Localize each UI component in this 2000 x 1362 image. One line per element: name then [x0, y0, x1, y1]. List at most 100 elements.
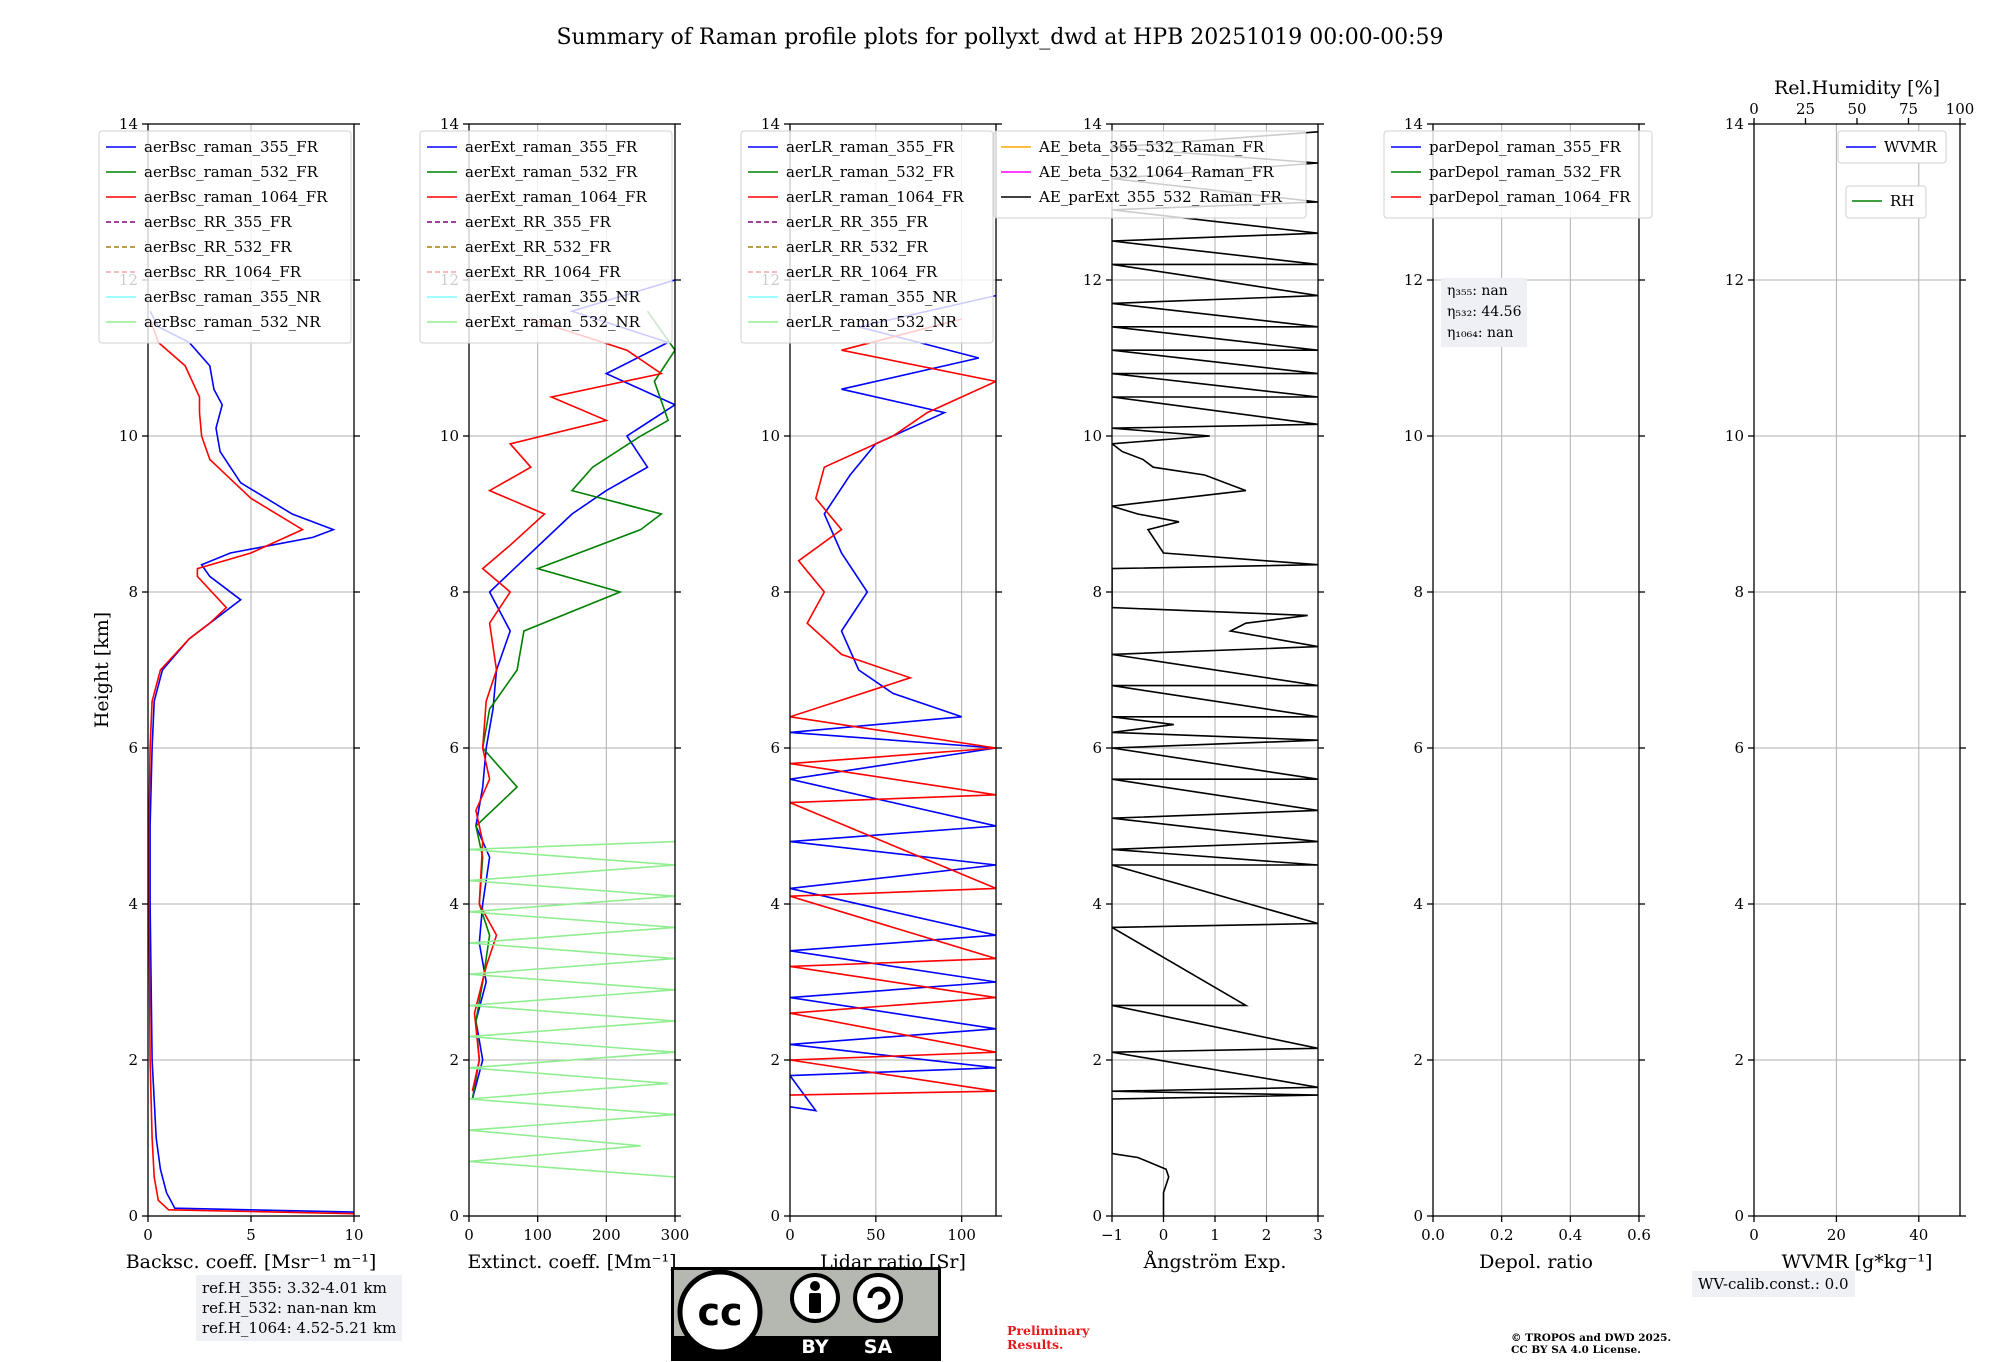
y-tick-label: 6	[128, 739, 138, 757]
legend-label: aerBsc_RR_1064_FR	[144, 263, 302, 281]
x-tick-label: 50	[866, 1226, 885, 1244]
y-tick-label: 10	[440, 427, 459, 445]
legend-rh: RH	[1845, 185, 1927, 219]
axes-frame	[1753, 123, 1961, 1217]
legend-label: aerLR_raman_1064_FR	[786, 188, 964, 206]
legend: AE_beta_355_532_Raman_FR AE_beta_532_1064…	[993, 130, 1307, 219]
series-line-aerBsc_raman_355_FR	[149, 310, 354, 1213]
y-tick-label: 4	[1413, 895, 1423, 913]
y-tick-label: 2	[1734, 1051, 1744, 1069]
legend-label: aerLR_raman_532_NR	[786, 313, 957, 331]
panel-ext: 024681012140100200300Extinct. coeff. [Mm…	[419, 115, 689, 1273]
y-tick-label: 2	[1413, 1051, 1423, 1069]
eta-box: η₃₅₅: nan η₅₃₂: 44.56 η₁₀₆₄: nan	[1441, 278, 1528, 347]
y-tick-label: 10	[761, 427, 780, 445]
y-tick-label: 0	[1734, 1207, 1744, 1225]
eta-line: η₃₅₅: nan	[1447, 283, 1508, 299]
y-tick-label: 2	[128, 1051, 138, 1069]
x-axis-label: Backsc. coeff. [Msr⁻¹ m⁻¹]	[126, 1251, 377, 1273]
series-line-aerExt_raman_532_NR	[469, 840, 675, 1178]
y-tick-label: 6	[1413, 739, 1423, 757]
legend-label: aerLR_RR_355_FR	[786, 213, 928, 231]
x-tick-label: 0.6	[1627, 1226, 1651, 1244]
x-tick-label: 1	[1210, 1226, 1220, 1244]
y-tick-label: 0	[770, 1207, 780, 1225]
x-tick-label: 3	[1313, 1226, 1323, 1244]
axes-frame	[1432, 123, 1640, 1217]
legend-box	[419, 130, 673, 344]
series-line-aerExt_raman_532_FR	[471, 310, 675, 1100]
series-line-aerExt_raman_1064_FR	[471, 318, 664, 1092]
x-tick-label: 40	[1909, 1226, 1928, 1244]
share-alike-icon	[853, 1273, 903, 1323]
preliminary-line: Results.	[1007, 1337, 1064, 1352]
y-tick-label: 10	[1725, 427, 1744, 445]
y-tick-label: 8	[128, 583, 138, 601]
x-tick-label: −1	[1101, 1226, 1123, 1244]
wv-calib-text: WV-calib.const.: 0.0	[1698, 1275, 1849, 1293]
legend-box	[1383, 130, 1653, 219]
x-tick-label: 2	[1262, 1226, 1272, 1244]
y-tick-label: 8	[1734, 583, 1744, 601]
y-tick-label: 4	[1092, 895, 1102, 913]
legend-label: aerBsc_raman_1064_FR	[144, 188, 328, 206]
copyright-line: © TROPOS and DWD 2025.	[1511, 1332, 1672, 1344]
legend-label: aerExt_raman_355_NR	[465, 288, 641, 306]
y-tick-label: 2	[770, 1051, 780, 1069]
x-tick-label: 0	[785, 1226, 795, 1244]
axes-frame	[789, 123, 997, 1217]
y-tick-label: 6	[449, 739, 459, 757]
panel-bsc: 024681012140510Backsc. coeff. [Msr⁻¹ m⁻¹…	[91, 115, 376, 1273]
y-tick-label: 4	[770, 895, 780, 913]
legend-label: aerExt_raman_532_FR	[465, 163, 638, 181]
top-x-tick-label: 25	[1796, 100, 1815, 118]
legend-box	[993, 130, 1307, 219]
y-tick-label: 8	[1092, 583, 1102, 601]
x-axis-label: Ångström Exp.	[1143, 1251, 1287, 1273]
legend-label: parDepol_raman_355_FR	[1429, 138, 1622, 156]
y-tick-label: 12	[1725, 271, 1744, 289]
x-axis-label: Depol. ratio	[1479, 1251, 1593, 1273]
legend-label: aerBsc_raman_355_NR	[144, 288, 321, 306]
legend-label: aerExt_RR_1064_FR	[465, 263, 621, 281]
x-axis-label: Extinct. coeff. [Mm⁻¹]	[467, 1251, 676, 1273]
legend-label: AE_parExt_355_532_Raman_FR	[1038, 188, 1283, 206]
legend-label: aerBsc_RR_355_FR	[144, 213, 292, 231]
legend-label: RH	[1890, 192, 1914, 210]
badge-sa-label: SA	[864, 1336, 893, 1358]
legend-box	[740, 130, 994, 344]
y-axis-label: Height [km]	[91, 612, 113, 728]
panel-lr: 02468101214050100Lidar ratio [Sr]aerLR_r…	[740, 115, 1002, 1273]
y-tick-label: 6	[1092, 739, 1102, 757]
x-tick-label: 0.2	[1490, 1226, 1514, 1244]
series-line-aerLR_raman_1064_FR	[790, 318, 996, 1096]
legend-label: aerLR_RR_1064_FR	[786, 263, 938, 281]
x-tick-label: 100	[523, 1226, 552, 1244]
eta-line: η₁₀₆₄: nan	[1447, 325, 1514, 341]
x-axis-label: WVMR [g*kg⁻¹]	[1782, 1251, 1933, 1273]
legend-label: parDepol_raman_1064_FR	[1429, 188, 1631, 206]
x-tick-label: 0	[1749, 1226, 1759, 1244]
y-tick-label: 2	[1092, 1051, 1102, 1069]
wv-calib-box: WV-calib.const.: 0.0	[1692, 1271, 1855, 1297]
refh-line: ref.H_355: 3.32-4.01 km	[202, 1279, 387, 1297]
x-tick-label: 0.0	[1421, 1226, 1445, 1244]
legend-label: aerExt_raman_1064_FR	[465, 188, 647, 206]
top-x-axis-label: Rel.Humidity [%]	[1774, 77, 1940, 99]
legend-label: WVMR	[1884, 138, 1938, 156]
series-line-aerBsc_raman_1064_FR	[148, 318, 354, 1215]
y-tick-label: 2	[449, 1051, 459, 1069]
legend-label: aerExt_RR_355_FR	[465, 213, 612, 231]
legend-label: AE_beta_532_1064_Raman_FR	[1038, 163, 1274, 181]
y-tick-label: 4	[128, 895, 138, 913]
y-tick-label: 6	[1734, 739, 1744, 757]
legend-label: aerBsc_raman_355_FR	[144, 138, 319, 156]
y-tick-label: 0	[128, 1207, 138, 1225]
y-tick-label: 14	[1725, 115, 1744, 133]
y-tick-label: 14	[1404, 115, 1423, 133]
y-tick-label: 0	[1413, 1207, 1423, 1225]
legend-label: aerExt_RR_532_FR	[465, 238, 612, 256]
top-x-tick-label: 75	[1899, 100, 1918, 118]
x-tick-label: 200	[592, 1226, 621, 1244]
